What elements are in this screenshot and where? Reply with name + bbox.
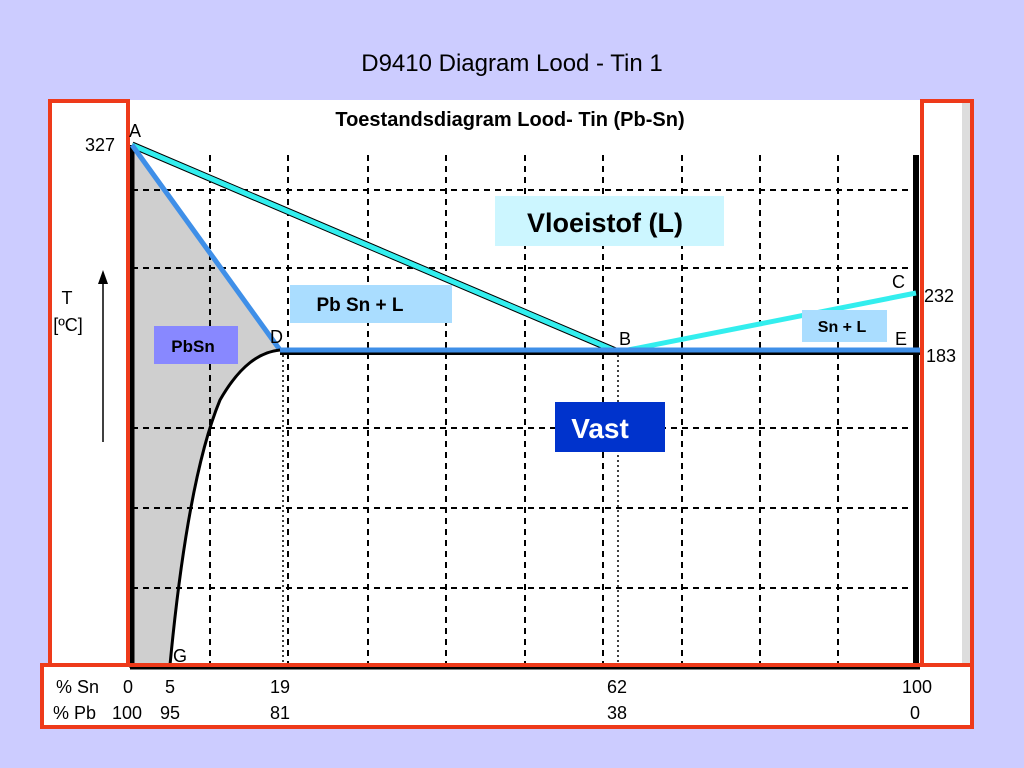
sn-tick-5: 5	[165, 677, 175, 697]
point-e: E	[895, 329, 907, 349]
point-b: B	[619, 329, 631, 349]
pb-tick-38: 38	[607, 703, 627, 723]
slide-title: D9410 Diagram Lood - Tin 1	[361, 50, 663, 77]
liquid-region-label: Vloeistof (L)	[527, 208, 683, 238]
pbsn-plus-l-box	[290, 285, 452, 323]
pb-tick-0: 0	[910, 703, 920, 723]
temp-183: 183	[926, 346, 956, 366]
alpha-region	[132, 145, 280, 665]
point-a: A	[129, 121, 141, 141]
y-axis-label-t: T	[62, 288, 73, 308]
pb-axis-label: % Pb	[53, 703, 96, 723]
liquid-region-box	[495, 196, 724, 246]
temp-327: 327	[85, 135, 115, 155]
temperature-arrowhead	[98, 270, 108, 284]
y-axis-label-unit: [ºC]	[53, 315, 83, 335]
sn-tick-100: 100	[902, 677, 932, 697]
sn-tick-19: 19	[270, 677, 290, 697]
grid	[132, 155, 915, 665]
pb-tick-100: 100	[112, 703, 142, 723]
solid-region-label: Vast	[571, 413, 629, 444]
sn-plus-l-box	[802, 310, 887, 342]
sn-tick-0: 0	[123, 677, 133, 697]
sn-axis-label: % Sn	[56, 677, 99, 697]
point-d: D	[270, 327, 283, 347]
solidus-ad	[129, 143, 283, 352]
liquidus-bc	[617, 290, 917, 355]
solvus-dg	[168, 348, 281, 666]
right-strip	[962, 100, 970, 665]
composition-panel	[42, 665, 972, 727]
pbsn-box	[154, 326, 238, 364]
sn-plus-l-label: Sn + L	[818, 319, 867, 336]
pbsn-label: PbSn	[171, 337, 214, 356]
red-frame-bottom	[40, 663, 974, 729]
temp-232: 232	[924, 286, 954, 306]
point-c: C	[892, 272, 905, 292]
sn-tick-62: 62	[607, 677, 627, 697]
point-g: G	[173, 646, 187, 666]
pbsn-plus-l-label: Pb Sn + L	[316, 295, 403, 316]
diagram-title: Toestandsdiagram Lood- Tin (Pb-Sn)	[335, 109, 684, 131]
liquidus-ab	[131, 142, 619, 355]
pb-tick-95: 95	[160, 703, 180, 723]
pb-tick-81: 81	[270, 703, 290, 723]
solid-region-box	[555, 402, 665, 452]
